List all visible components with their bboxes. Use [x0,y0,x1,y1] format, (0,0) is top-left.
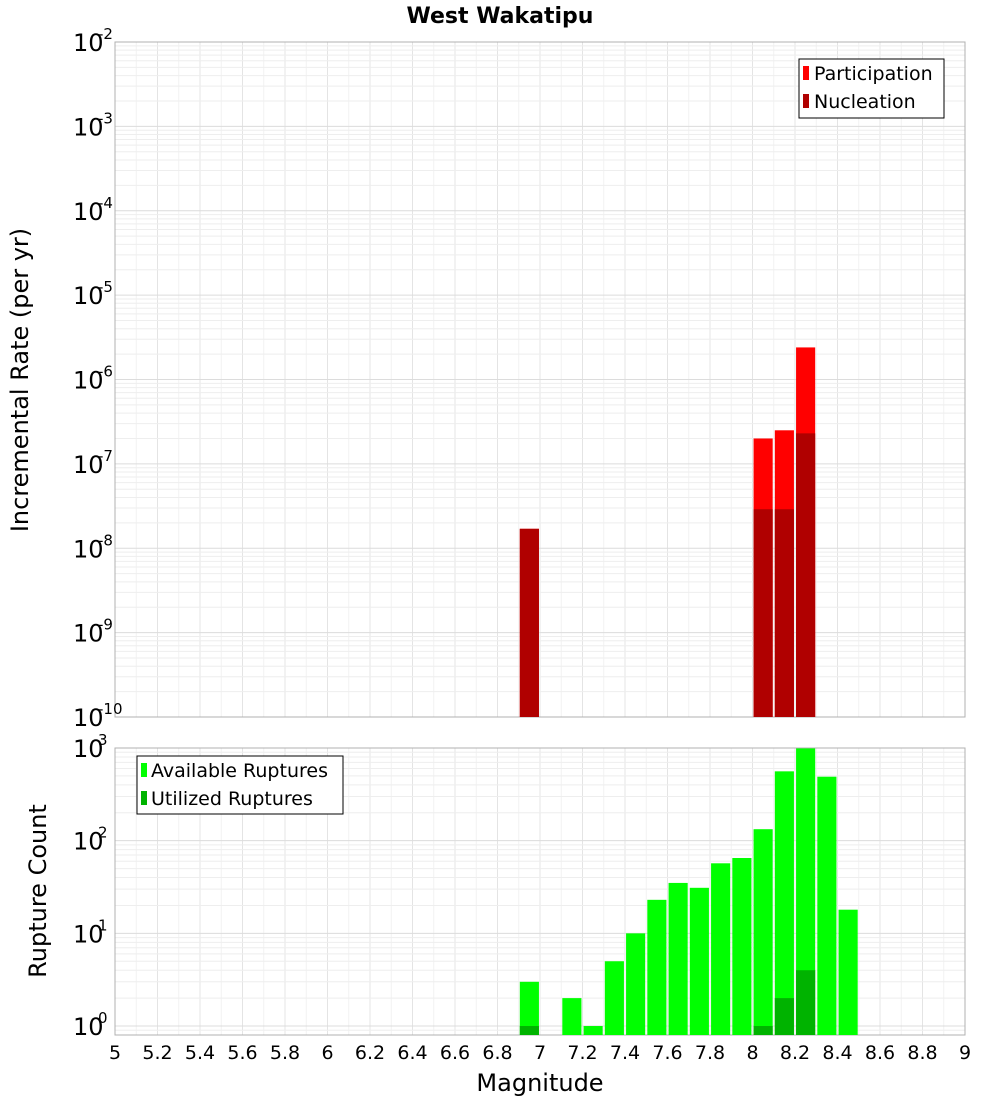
bottom-bar-available-ruptures [817,776,837,1035]
x-tick-label: 7 [534,1042,546,1064]
bottom-y-tick-exponent: 2 [98,824,108,842]
top-panel: 10-210-310-410-510-610-710-810-910-10 In… [6,25,966,732]
x-axis-ticks: 5 5.2 5.4 5.6 5.8 6 6.2 6.4 6.6 6.8 7 7.2 7.4 7.6 7.8 8… [109,1042,971,1064]
legend-swatch-available [141,763,147,777]
top-y-axis-label: Incremental Rate (per yr) [6,228,34,532]
legend-label-available: Available Ruptures [151,760,328,782]
x-tick-label: 8.8 [907,1042,937,1064]
legend-label-nucleation: Nucleation [814,91,916,113]
legend-swatch-participation [803,66,809,80]
top-y-tick-label: 10 [73,451,104,479]
x-tick-label: 8.6 [865,1042,895,1064]
bottom-bar-available-ruptures [732,858,752,1035]
bottom-y-tick-exponent: 1 [98,916,108,934]
bottom-panel-frame [114,747,966,1036]
top-y-tick-exponent: -9 [98,616,113,634]
x-tick-label: 6.6 [440,1042,470,1064]
top-bar-nucleation [753,509,773,717]
legend-label-participation: Participation [814,63,933,85]
x-tick-label: 5 [109,1042,121,1064]
bottom-bar-available-ruptures [519,981,539,1035]
bottom-bar-utilized-ruptures [519,1026,539,1035]
bottom-y-tick-label: 10 [73,920,104,948]
top-y-tick-label: 10 [73,535,104,563]
top-y-tick-label: 10 [73,704,104,732]
bottom-bar-available-ruptures [604,961,624,1035]
top-bar-nucleation [519,528,539,717]
legend-label-utilized: Utilized Ruptures [151,788,313,810]
x-tick-label: 7.4 [610,1042,640,1064]
bottom-panel-bars [519,748,858,1035]
top-bar-nucleation [774,509,794,717]
top-y-tick-exponent: -2 [98,25,113,43]
legend-swatch-utilized [141,791,147,805]
top-panel-bars [519,347,816,717]
bottom-bar-available-ruptures [774,771,794,1035]
top-panel-frame [114,41,966,718]
x-tick-label: 8.2 [780,1042,810,1064]
bottom-bar-available-ruptures [838,909,858,1035]
top-y-tick-label: 10 [73,198,104,226]
top-panel-grid [114,41,966,718]
x-tick-label: 9 [959,1042,971,1064]
bottom-y-tick-exponent: 3 [98,731,108,749]
x-tick-label: 8.4 [822,1042,852,1064]
top-y-tick-exponent: -4 [98,194,113,212]
bottom-y-axis-label: Rupture Count [24,804,52,978]
top-y-tick-exponent: -10 [98,700,123,718]
top-y-tick-label: 10 [73,113,104,141]
bottom-bar-available-ruptures [626,933,646,1035]
bottom-bar-available-ruptures [647,899,667,1035]
top-y-tick-exponent: -7 [98,447,113,465]
bottom-bar-available-ruptures [753,829,773,1035]
top-y-tick-exponent: -5 [98,278,113,296]
top-y-tick-exponent: -3 [98,109,113,127]
bottom-bar-utilized-ruptures [774,998,794,1035]
bottom-bar-utilized-ruptures [753,1026,773,1035]
x-tick-label: 6.4 [397,1042,427,1064]
legend-swatch-nucleation [803,94,809,108]
x-tick-label: 6.8 [482,1042,512,1064]
x-tick-label: 7.6 [652,1042,682,1064]
chart-title: West Wakatipu [407,4,594,29]
x-tick-label: 5.8 [270,1042,300,1064]
x-tick-label: 8 [746,1042,758,1064]
top-panel-y-ticks: 10-210-310-410-510-610-710-810-910-10 [73,25,123,732]
x-tick-label: 6.2 [355,1042,385,1064]
bottom-y-tick-label: 10 [73,1013,104,1041]
x-tick-label: 5.2 [142,1042,172,1064]
top-y-tick-label: 10 [73,367,104,395]
bottom-bar-utilized-ruptures [796,970,816,1035]
top-y-tick-label: 10 [73,620,104,648]
top-y-tick-exponent: -8 [98,531,113,549]
x-axis-label: Magnitude [476,1069,603,1097]
bottom-bar-available-ruptures [583,1026,603,1035]
bottom-bar-available-ruptures [796,748,816,1035]
bottom-bar-available-ruptures [689,887,709,1035]
bottom-y-tick-exponent: 0 [98,1009,108,1027]
x-tick-label: 5.4 [185,1042,215,1064]
bottom-bar-available-ruptures [668,882,688,1035]
x-tick-label: 7.2 [567,1042,597,1064]
bottom-y-tick-label: 10 [73,828,104,856]
x-tick-label: 6 [321,1042,333,1064]
top-y-tick-label: 10 [73,282,104,310]
x-tick-label: 5.6 [227,1042,257,1064]
top-y-tick-exponent: -6 [98,363,113,381]
bottom-legend: Available Ruptures Utilized Ruptures [136,755,344,815]
x-tick-label: 7.8 [695,1042,725,1064]
top-legend: Participation Nucleation [798,58,945,119]
bottom-bar-available-ruptures [711,863,731,1035]
bottom-bar-available-ruptures [562,998,582,1035]
top-bar-nucleation [796,433,816,717]
bottom-y-tick-label: 10 [73,735,104,763]
top-y-tick-label: 10 [73,29,104,57]
